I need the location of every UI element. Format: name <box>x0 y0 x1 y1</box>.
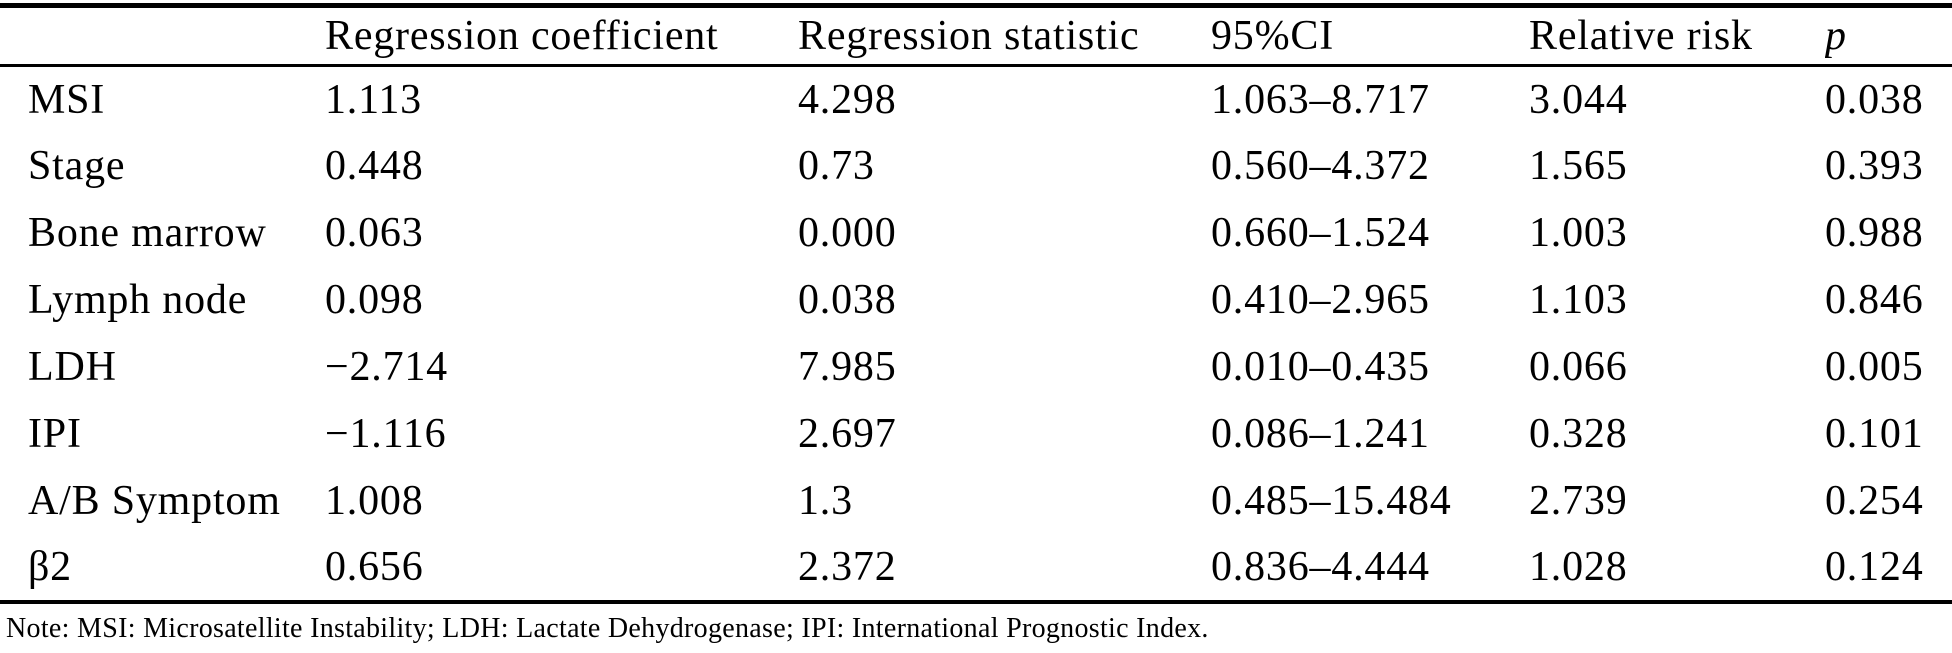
row-label: Stage <box>28 143 126 189</box>
table-row-ipi: IPI −1.116 2.697 0.086–1.241 0.328 0.101 <box>0 401 1952 468</box>
cell-regression-coefficient: 1.113 <box>325 76 422 123</box>
table-header: Regression coefficient Regression statis… <box>0 6 1952 66</box>
table-row-ab-symptom: A/B Symptom 1.008 1.3 0.485–15.484 2.739… <box>0 468 1952 535</box>
cell-regression-coefficient: −1.116 <box>325 411 447 457</box>
table-row-beta2: β2 0.656 2.372 0.836–4.444 1.028 0.124 <box>0 535 1952 602</box>
cell-95ci: 0.485–15.484 <box>1211 478 1452 524</box>
cell-relative-risk: 1.103 <box>1529 277 1628 323</box>
cell-95ci: 0.660–1.524 <box>1211 210 1430 256</box>
cell-regression-statistic: 1.3 <box>798 478 853 524</box>
row-label: MSI <box>28 76 106 123</box>
cell-95ci: 0.410–2.965 <box>1211 277 1430 323</box>
table-row-msi: MSI 1.113 4.298 1.063–8.717 3.044 0.038 <box>0 66 1952 133</box>
row-label: β2 <box>28 544 72 590</box>
cell-regression-coefficient: 0.098 <box>325 277 424 323</box>
row-label: IPI <box>28 411 82 457</box>
cell-relative-risk: 2.739 <box>1529 478 1628 524</box>
cell-95ci: 1.063–8.717 <box>1211 76 1430 123</box>
cell-regression-statistic: 4.298 <box>798 76 897 123</box>
cell-regression-statistic: 0.73 <box>798 143 875 189</box>
col-header-95ci: 95%CI <box>1211 13 1334 59</box>
regression-table: Regression coefficient Regression statis… <box>0 3 1952 604</box>
cell-95ci: 0.086–1.241 <box>1211 411 1430 457</box>
table-row-lymph-node: Lymph node 0.098 0.038 0.410–2.965 1.103… <box>0 267 1952 334</box>
cell-p-value: 0.038 <box>1825 76 1924 123</box>
cell-p-value: 0.846 <box>1825 277 1924 323</box>
table-row-ldh: LDH −2.714 7.985 0.010–0.435 0.066 0.005 <box>0 334 1952 401</box>
table-row-stage: Stage 0.448 0.73 0.560–4.372 1.565 0.393 <box>0 133 1952 200</box>
col-header-variable <box>0 6 325 66</box>
row-label: A/B Symptom <box>28 478 281 524</box>
table-body: MSI 1.113 4.298 1.063–8.717 3.044 0.038 … <box>0 66 1952 602</box>
cell-p-value: 0.254 <box>1825 478 1924 524</box>
row-label: Bone marrow <box>28 210 267 256</box>
cell-regression-statistic: 0.038 <box>798 277 897 323</box>
cell-relative-risk: 1.028 <box>1529 544 1628 590</box>
cell-p-value: 0.988 <box>1825 210 1924 256</box>
cell-95ci: 0.010–0.435 <box>1211 344 1430 390</box>
row-label: LDH <box>28 344 117 390</box>
col-header-regression-statistic: Regression statistic <box>798 13 1140 59</box>
cell-relative-risk: 1.003 <box>1529 210 1628 256</box>
cell-95ci: 0.836–4.444 <box>1211 544 1430 590</box>
cell-relative-risk: 0.066 <box>1529 344 1628 390</box>
cell-regression-statistic: 2.697 <box>798 411 897 457</box>
cell-regression-statistic: 2.372 <box>798 544 897 590</box>
cell-relative-risk: 0.328 <box>1529 411 1628 457</box>
cell-regression-statistic: 0.000 <box>798 210 897 256</box>
cell-relative-risk: 3.044 <box>1529 76 1628 123</box>
col-header-p-value: p <box>1825 13 1847 59</box>
header-row: Regression coefficient Regression statis… <box>0 6 1952 66</box>
cell-regression-coefficient: 0.656 <box>325 544 424 590</box>
cell-regression-coefficient: 0.448 <box>325 143 424 189</box>
row-label: Lymph node <box>28 277 248 323</box>
cell-regression-statistic: 7.985 <box>798 344 897 390</box>
col-header-relative-risk: Relative risk <box>1529 13 1753 59</box>
table-note: Note: MSI: Microsatellite Instability; L… <box>6 612 1209 644</box>
cell-regression-coefficient: 1.008 <box>325 478 424 524</box>
cell-relative-risk: 1.565 <box>1529 143 1628 189</box>
cell-regression-coefficient: −2.714 <box>325 344 448 390</box>
col-header-regression-coefficient: Regression coefficient <box>325 13 719 59</box>
cell-p-value: 0.393 <box>1825 143 1924 189</box>
cell-95ci: 0.560–4.372 <box>1211 143 1430 189</box>
cell-p-value: 0.124 <box>1825 544 1924 590</box>
cell-p-value: 0.005 <box>1825 344 1924 390</box>
table-row-bone-marrow: Bone marrow 0.063 0.000 0.660–1.524 1.00… <box>0 200 1952 267</box>
cell-regression-coefficient: 0.063 <box>325 210 424 256</box>
cell-p-value: 0.101 <box>1825 411 1924 457</box>
